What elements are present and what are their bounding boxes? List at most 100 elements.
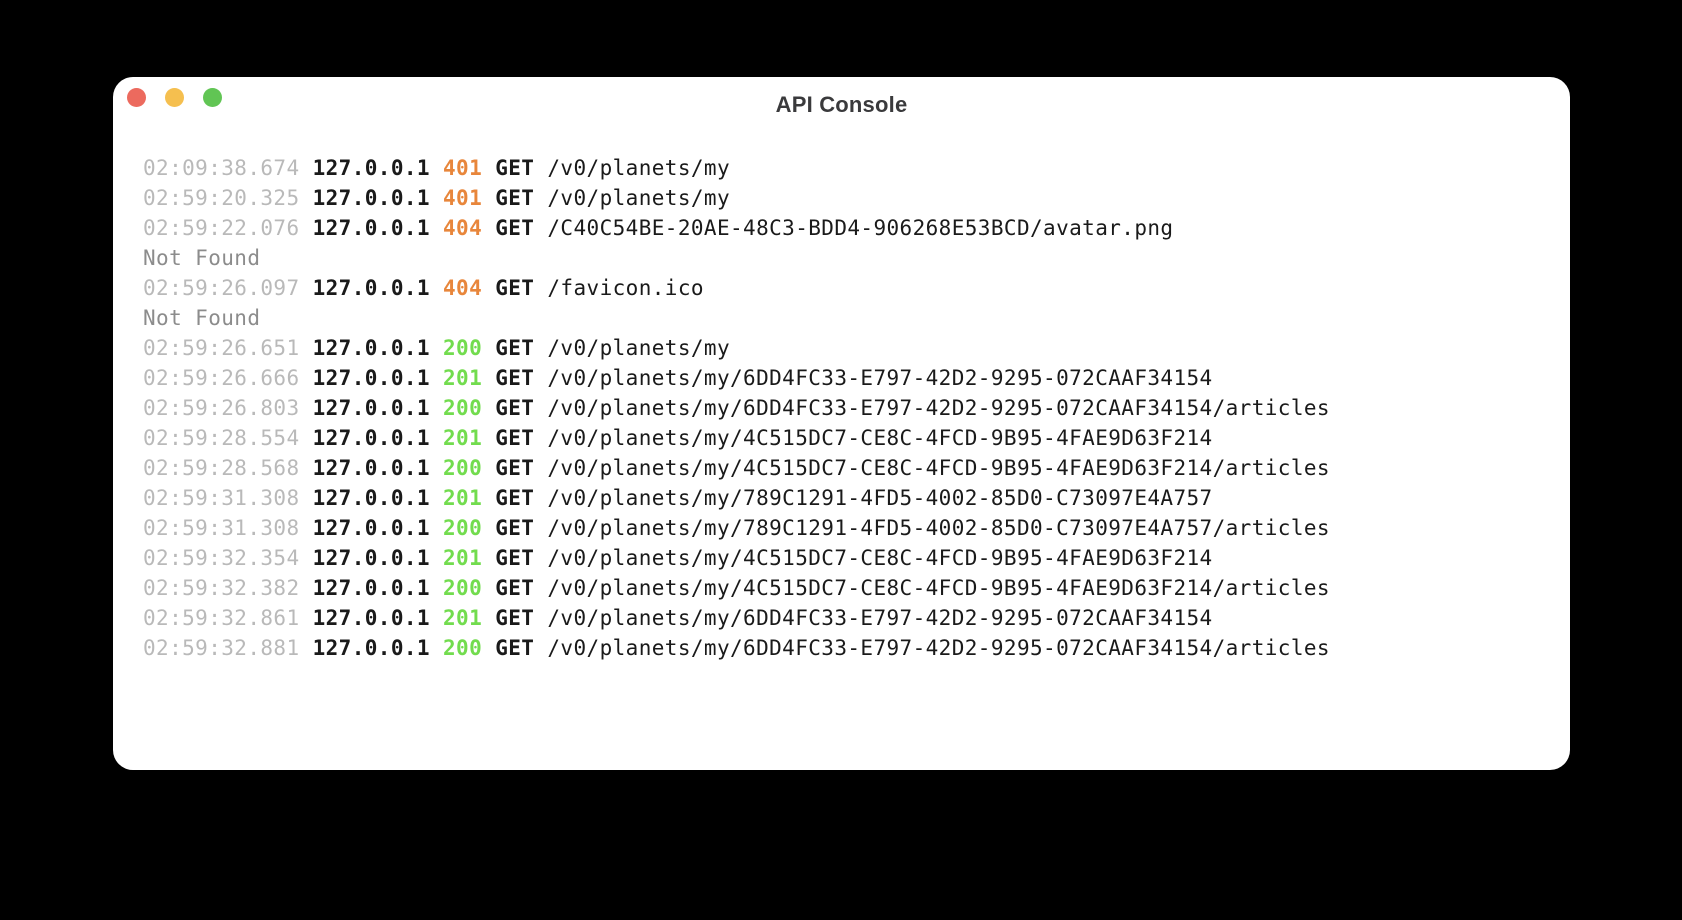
log-http-method: GET [495,546,535,570]
log-http-method: GET [495,156,535,180]
log-request-path: /v0/planets/my/789C1291-4FD5-4002-85D0-C… [547,516,1330,540]
log-request-line: 02:59:26.651 127.0.0.1 200 GET /v0/plane… [143,333,1542,363]
log-client-ip: 127.0.0.1 [312,186,430,210]
log-http-method: GET [495,276,535,300]
log-status-code: 201 [443,546,483,570]
log-http-method: GET [495,516,535,540]
log-status-code: 200 [443,516,483,540]
log-output[interactable]: 02:09:38.674 127.0.0.1 401 GET /v0/plane… [113,117,1570,770]
log-request-line: 02:59:26.666 127.0.0.1 201 GET /v0/plane… [143,363,1542,393]
log-request-line: 02:59:22.076 127.0.0.1 404 GET /C40C54BE… [143,213,1542,243]
log-request-path: /v0/planets/my/6DD4FC33-E797-42D2-9295-0… [547,636,1330,660]
log-request-line: 02:59:20.325 127.0.0.1 401 GET /v0/plane… [143,183,1542,213]
log-client-ip: 127.0.0.1 [312,636,430,660]
log-timestamp: 02:59:26.666 [143,366,300,390]
log-request-path: /favicon.ico [547,276,704,300]
log-status-code: 404 [443,216,483,240]
log-timestamp: 02:59:32.881 [143,636,300,660]
log-request-line: 02:59:28.554 127.0.0.1 201 GET /v0/plane… [143,423,1542,453]
log-status-code: 401 [443,186,483,210]
log-request-path: /v0/planets/my [547,336,730,360]
log-client-ip: 127.0.0.1 [312,546,430,570]
log-client-ip: 127.0.0.1 [312,366,430,390]
log-client-ip: 127.0.0.1 [312,426,430,450]
log-http-method: GET [495,606,535,630]
log-request-path: /v0/planets/my/789C1291-4FD5-4002-85D0-C… [547,486,1213,510]
log-status-code: 200 [443,456,483,480]
window-controls [127,77,222,117]
log-request-line: 02:09:38.674 127.0.0.1 401 GET /v0/plane… [143,153,1542,183]
log-request-path: /v0/planets/my/6DD4FC33-E797-42D2-9295-0… [547,396,1330,420]
log-status-code: 200 [443,336,483,360]
window-titlebar[interactable]: API Console [113,77,1570,117]
log-request-path: /v0/planets/my/4C515DC7-CE8C-4FCD-9B95-4… [547,576,1330,600]
log-request-path: /v0/planets/my/4C515DC7-CE8C-4FCD-9B95-4… [547,426,1213,450]
log-request-path: /v0/planets/my [547,186,730,210]
log-timestamp: 02:59:26.651 [143,336,300,360]
log-http-method: GET [495,336,535,360]
log-client-ip: 127.0.0.1 [312,396,430,420]
log-client-ip: 127.0.0.1 [312,606,430,630]
log-client-ip: 127.0.0.1 [312,216,430,240]
log-timestamp: 02:59:31.308 [143,516,300,540]
log-timestamp: 02:59:26.803 [143,396,300,420]
log-http-method: GET [495,456,535,480]
log-timestamp: 02:59:26.097 [143,276,300,300]
zoom-button[interactable] [203,87,222,107]
log-request-line: 02:59:26.803 127.0.0.1 200 GET /v0/plane… [143,393,1542,423]
log-timestamp: 02:59:28.568 [143,456,300,480]
log-status-code: 401 [443,156,483,180]
log-client-ip: 127.0.0.1 [312,276,430,300]
log-timestamp: 02:59:32.354 [143,546,300,570]
log-client-ip: 127.0.0.1 [312,456,430,480]
log-status-code: 404 [443,276,483,300]
log-http-method: GET [495,426,535,450]
log-http-method: GET [495,576,535,600]
log-client-ip: 127.0.0.1 [312,336,430,360]
log-status-code: 200 [443,636,483,660]
log-timestamp: 02:59:22.076 [143,216,300,240]
close-button[interactable] [127,87,146,107]
log-message: Not Found [143,246,261,270]
log-message-line: Not Found [143,243,1542,273]
log-status-code: 201 [443,426,483,450]
log-client-ip: 127.0.0.1 [312,486,430,510]
log-timestamp: 02:59:31.308 [143,486,300,510]
log-message-line: Not Found [143,303,1542,333]
log-client-ip: 127.0.0.1 [312,576,430,600]
log-request-line: 02:59:32.382 127.0.0.1 200 GET /v0/plane… [143,573,1542,603]
api-console-window: API Console 02:09:38.674 127.0.0.1 401 G… [113,77,1570,770]
log-request-path: /v0/planets/my/6DD4FC33-E797-42D2-9295-0… [547,606,1213,630]
log-status-code: 201 [443,486,483,510]
log-status-code: 200 [443,396,483,420]
log-status-code: 201 [443,606,483,630]
log-http-method: GET [495,636,535,660]
log-request-path: /v0/planets/my/6DD4FC33-E797-42D2-9295-0… [547,366,1213,390]
window-title: API Console [775,92,908,117]
log-request-path: /v0/planets/my/4C515DC7-CE8C-4FCD-9B95-4… [547,546,1213,570]
log-http-method: GET [495,186,535,210]
log-request-line: 02:59:26.097 127.0.0.1 404 GET /favicon.… [143,273,1542,303]
log-timestamp: 02:09:38.674 [143,156,300,180]
log-timestamp: 02:59:20.325 [143,186,300,210]
log-request-path: /v0/planets/my/4C515DC7-CE8C-4FCD-9B95-4… [547,456,1330,480]
log-http-method: GET [495,486,535,510]
log-http-method: GET [495,216,535,240]
log-request-line: 02:59:32.354 127.0.0.1 201 GET /v0/plane… [143,543,1542,573]
log-http-method: GET [495,366,535,390]
log-request-line: 02:59:28.568 127.0.0.1 200 GET /v0/plane… [143,453,1542,483]
log-request-line: 02:59:32.881 127.0.0.1 200 GET /v0/plane… [143,633,1542,663]
log-request-path: /v0/planets/my [547,156,730,180]
log-status-code: 201 [443,366,483,390]
log-message: Not Found [143,306,261,330]
log-timestamp: 02:59:32.382 [143,576,300,600]
log-timestamp: 02:59:32.861 [143,606,300,630]
log-request-path: /C40C54BE-20AE-48C3-BDD4-906268E53BCD/av… [547,216,1174,240]
log-timestamp: 02:59:28.554 [143,426,300,450]
log-request-line: 02:59:32.861 127.0.0.1 201 GET /v0/plane… [143,603,1542,633]
log-http-method: GET [495,396,535,420]
log-client-ip: 127.0.0.1 [312,516,430,540]
minimize-button[interactable] [165,87,184,107]
log-status-code: 200 [443,576,483,600]
